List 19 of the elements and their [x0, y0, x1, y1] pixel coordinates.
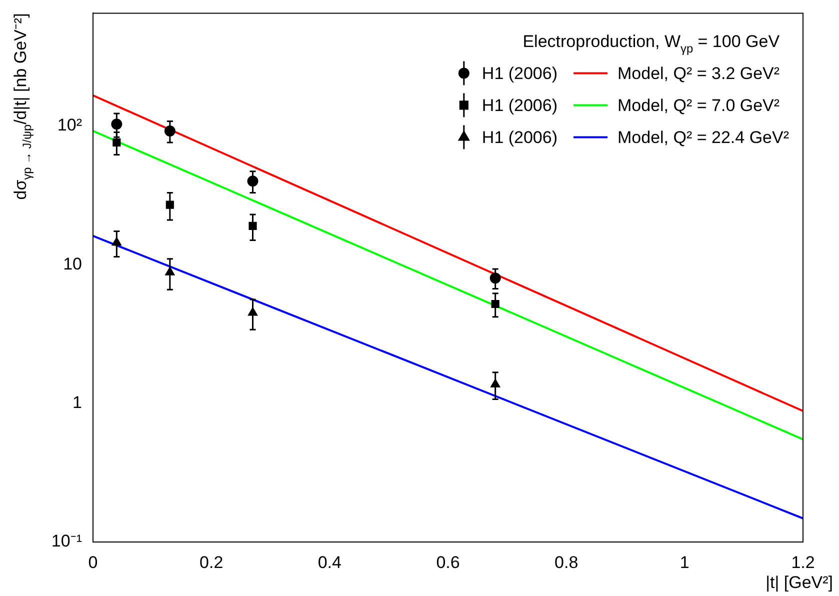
legend-label: H1 (2006) [482, 96, 558, 116]
y-axis-title: dσγp → J/ψp/d|t| [nb GeV⁻²] [11, 13, 34, 200]
legend-label: H1 (2006) [482, 64, 558, 84]
y-tick-label: 1 [72, 393, 82, 412]
x-tick-label: 1.2 [791, 552, 815, 572]
legend-label: Model, Q² = 7.0 GeV² [618, 96, 780, 116]
legend-label: Model, Q² = 3.2 GeV² [618, 64, 780, 84]
y-tick-label: 10 [63, 254, 82, 274]
x-tick-label: 0.2 [200, 552, 224, 572]
x-axis-title: |t| [GeV²] [766, 573, 834, 592]
legend-label: H1 (2006) [482, 128, 558, 148]
x-tick-label: 0.4 [318, 552, 342, 572]
y-tick-label: 10² [57, 116, 82, 135]
x-tick-label: 0 [88, 552, 98, 572]
x-tick-label: 0.6 [436, 552, 460, 572]
legend-label: Model, Q² = 22.4 GeV² [618, 128, 790, 148]
x-tick-label: 0.8 [554, 552, 578, 572]
x-tick-label: 1 [680, 552, 690, 572]
y-tick-label: 10⁻¹ [51, 532, 82, 551]
